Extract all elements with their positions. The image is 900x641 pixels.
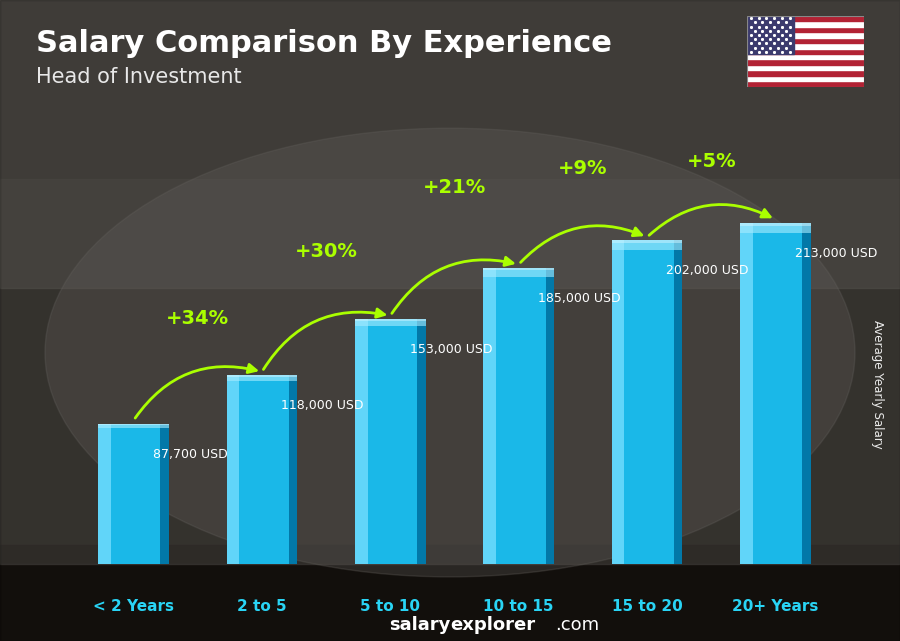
Bar <box>747 54 864 60</box>
Bar <box>612 240 682 564</box>
Bar <box>483 268 554 564</box>
Bar <box>355 319 368 564</box>
Text: 118,000 USD: 118,000 USD <box>281 399 364 412</box>
Bar <box>747 65 864 71</box>
Bar <box>355 319 426 321</box>
Text: +30%: +30% <box>294 242 357 261</box>
Bar <box>98 424 169 564</box>
Text: +34%: +34% <box>166 310 230 328</box>
Bar <box>545 268 554 564</box>
Text: 213,000 USD: 213,000 USD <box>795 247 877 260</box>
Bar <box>483 268 554 276</box>
Bar <box>0 545 900 641</box>
Text: 185,000 USD: 185,000 USD <box>538 292 621 304</box>
Bar <box>740 223 811 564</box>
Bar <box>0 179 900 564</box>
Text: 2 to 5: 2 to 5 <box>237 599 287 614</box>
Text: +9%: +9% <box>558 159 608 178</box>
Text: Average Yearly Salary: Average Yearly Salary <box>871 320 884 449</box>
Text: 20+ Years: 20+ Years <box>733 599 819 614</box>
Text: Head of Investment: Head of Investment <box>36 67 241 87</box>
Bar <box>227 375 297 377</box>
Bar <box>289 375 297 564</box>
Text: +5%: +5% <box>687 153 736 171</box>
Text: 202,000 USD: 202,000 USD <box>666 264 749 278</box>
Bar <box>355 319 426 326</box>
Bar <box>802 223 811 564</box>
Bar <box>98 424 169 428</box>
Bar <box>227 375 297 564</box>
Bar <box>227 375 239 564</box>
Text: 10 to 15: 10 to 15 <box>483 599 554 614</box>
Text: explorer: explorer <box>450 616 536 634</box>
Text: .com: .com <box>555 616 599 634</box>
Text: < 2 Years: < 2 Years <box>93 599 174 614</box>
Bar <box>612 240 625 564</box>
Bar <box>160 424 169 564</box>
Bar <box>747 16 794 54</box>
Bar <box>747 16 864 21</box>
Bar <box>747 43 864 49</box>
Bar <box>747 49 864 54</box>
Ellipse shape <box>45 128 855 577</box>
Bar <box>747 81 864 87</box>
Bar <box>747 71 864 76</box>
Bar <box>98 424 111 564</box>
Bar <box>612 240 682 244</box>
Text: 5 to 10: 5 to 10 <box>360 599 420 614</box>
Bar <box>747 32 864 38</box>
Text: 15 to 20: 15 to 20 <box>612 599 682 614</box>
Bar <box>0 0 900 288</box>
Bar <box>747 60 864 65</box>
Bar <box>612 240 682 250</box>
Text: salary: salary <box>389 616 450 634</box>
Bar <box>483 268 496 564</box>
Bar <box>747 76 864 81</box>
Text: +21%: +21% <box>423 178 486 197</box>
Bar <box>747 27 864 32</box>
Bar <box>747 21 864 27</box>
Text: 153,000 USD: 153,000 USD <box>410 343 492 356</box>
Bar <box>483 268 554 271</box>
Bar <box>740 223 811 233</box>
Bar <box>740 223 752 564</box>
Text: 87,700 USD: 87,700 USD <box>153 447 228 461</box>
Bar <box>674 240 682 564</box>
Bar <box>417 319 426 564</box>
Bar <box>355 319 426 564</box>
Bar <box>227 375 297 381</box>
Bar <box>98 424 169 425</box>
Bar <box>747 38 864 43</box>
Bar <box>740 222 811 226</box>
Text: Salary Comparison By Experience: Salary Comparison By Experience <box>36 29 612 58</box>
